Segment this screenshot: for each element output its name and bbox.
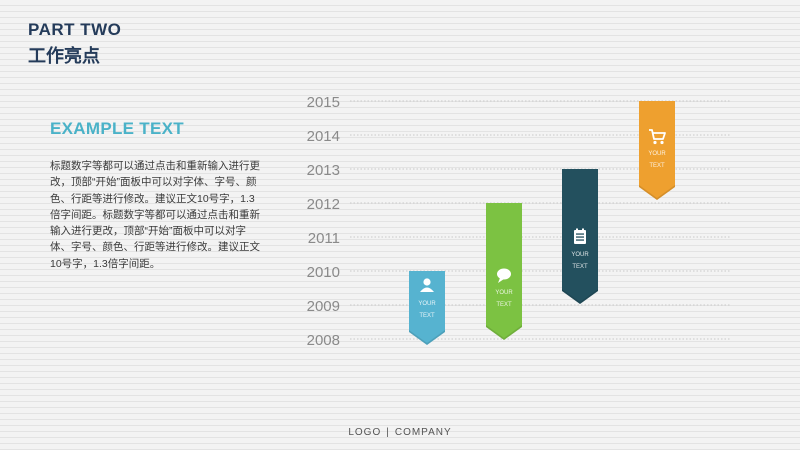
example-heading: EXAMPLE TEXT: [50, 119, 184, 138]
bar-label-line2: TEXT: [649, 163, 665, 169]
bar-label-line1: YOUR: [495, 290, 513, 296]
bar-label-line2: TEXT: [496, 302, 512, 308]
cart-icon: [649, 129, 666, 145]
document-icon: [574, 228, 586, 244]
chart-y-ticks: 2015 2014 2013 2012 2011 2010 2009 2008: [307, 94, 340, 349]
bar-shape: [409, 271, 445, 345]
footer-logo: LOGO: [348, 427, 382, 438]
bar-label-line1: YOUR: [648, 151, 666, 157]
y-tick-label: 2008: [307, 332, 340, 349]
bar-shape: [639, 101, 675, 200]
footer: LOGO | COMPANY: [0, 427, 800, 438]
y-tick-label: 2015: [307, 94, 340, 111]
y-tick-label: 2010: [307, 264, 340, 281]
bar-label-line1: YOUR: [571, 252, 589, 258]
part-title: PART TWO: [28, 20, 122, 39]
y-tick-label: 2013: [307, 162, 340, 179]
footer-company: COMPANY: [394, 427, 452, 438]
y-tick-label: 2009: [307, 298, 340, 315]
part-subtitle: 工作亮点: [28, 46, 100, 66]
y-tick-label: 2011: [308, 230, 340, 247]
y-tick-label: 2014: [307, 128, 340, 145]
bar: YOUR TEXT: [562, 169, 598, 304]
bar-label-line1: YOUR: [418, 301, 436, 307]
bar-label-line2: TEXT: [419, 313, 435, 319]
user-icon: [420, 278, 434, 292]
footer-separator: |: [386, 427, 390, 438]
chart-bars: YOUR TEXT YOUR TEXT YOUR TEXT YOUR TEXT: [409, 101, 675, 345]
bar: YOUR TEXT: [639, 101, 675, 200]
y-tick-label: 2012: [307, 196, 340, 213]
bar: YOUR TEXT: [409, 271, 445, 345]
bar: YOUR TEXT: [486, 203, 522, 340]
chat-icon: [497, 268, 511, 283]
body-paragraph: 标题数字等都可以通过点击和重新输入进行更改，顶部“开始”面板中可以对字体、字号、…: [50, 160, 260, 270]
bar-label-line2: TEXT: [572, 264, 588, 270]
